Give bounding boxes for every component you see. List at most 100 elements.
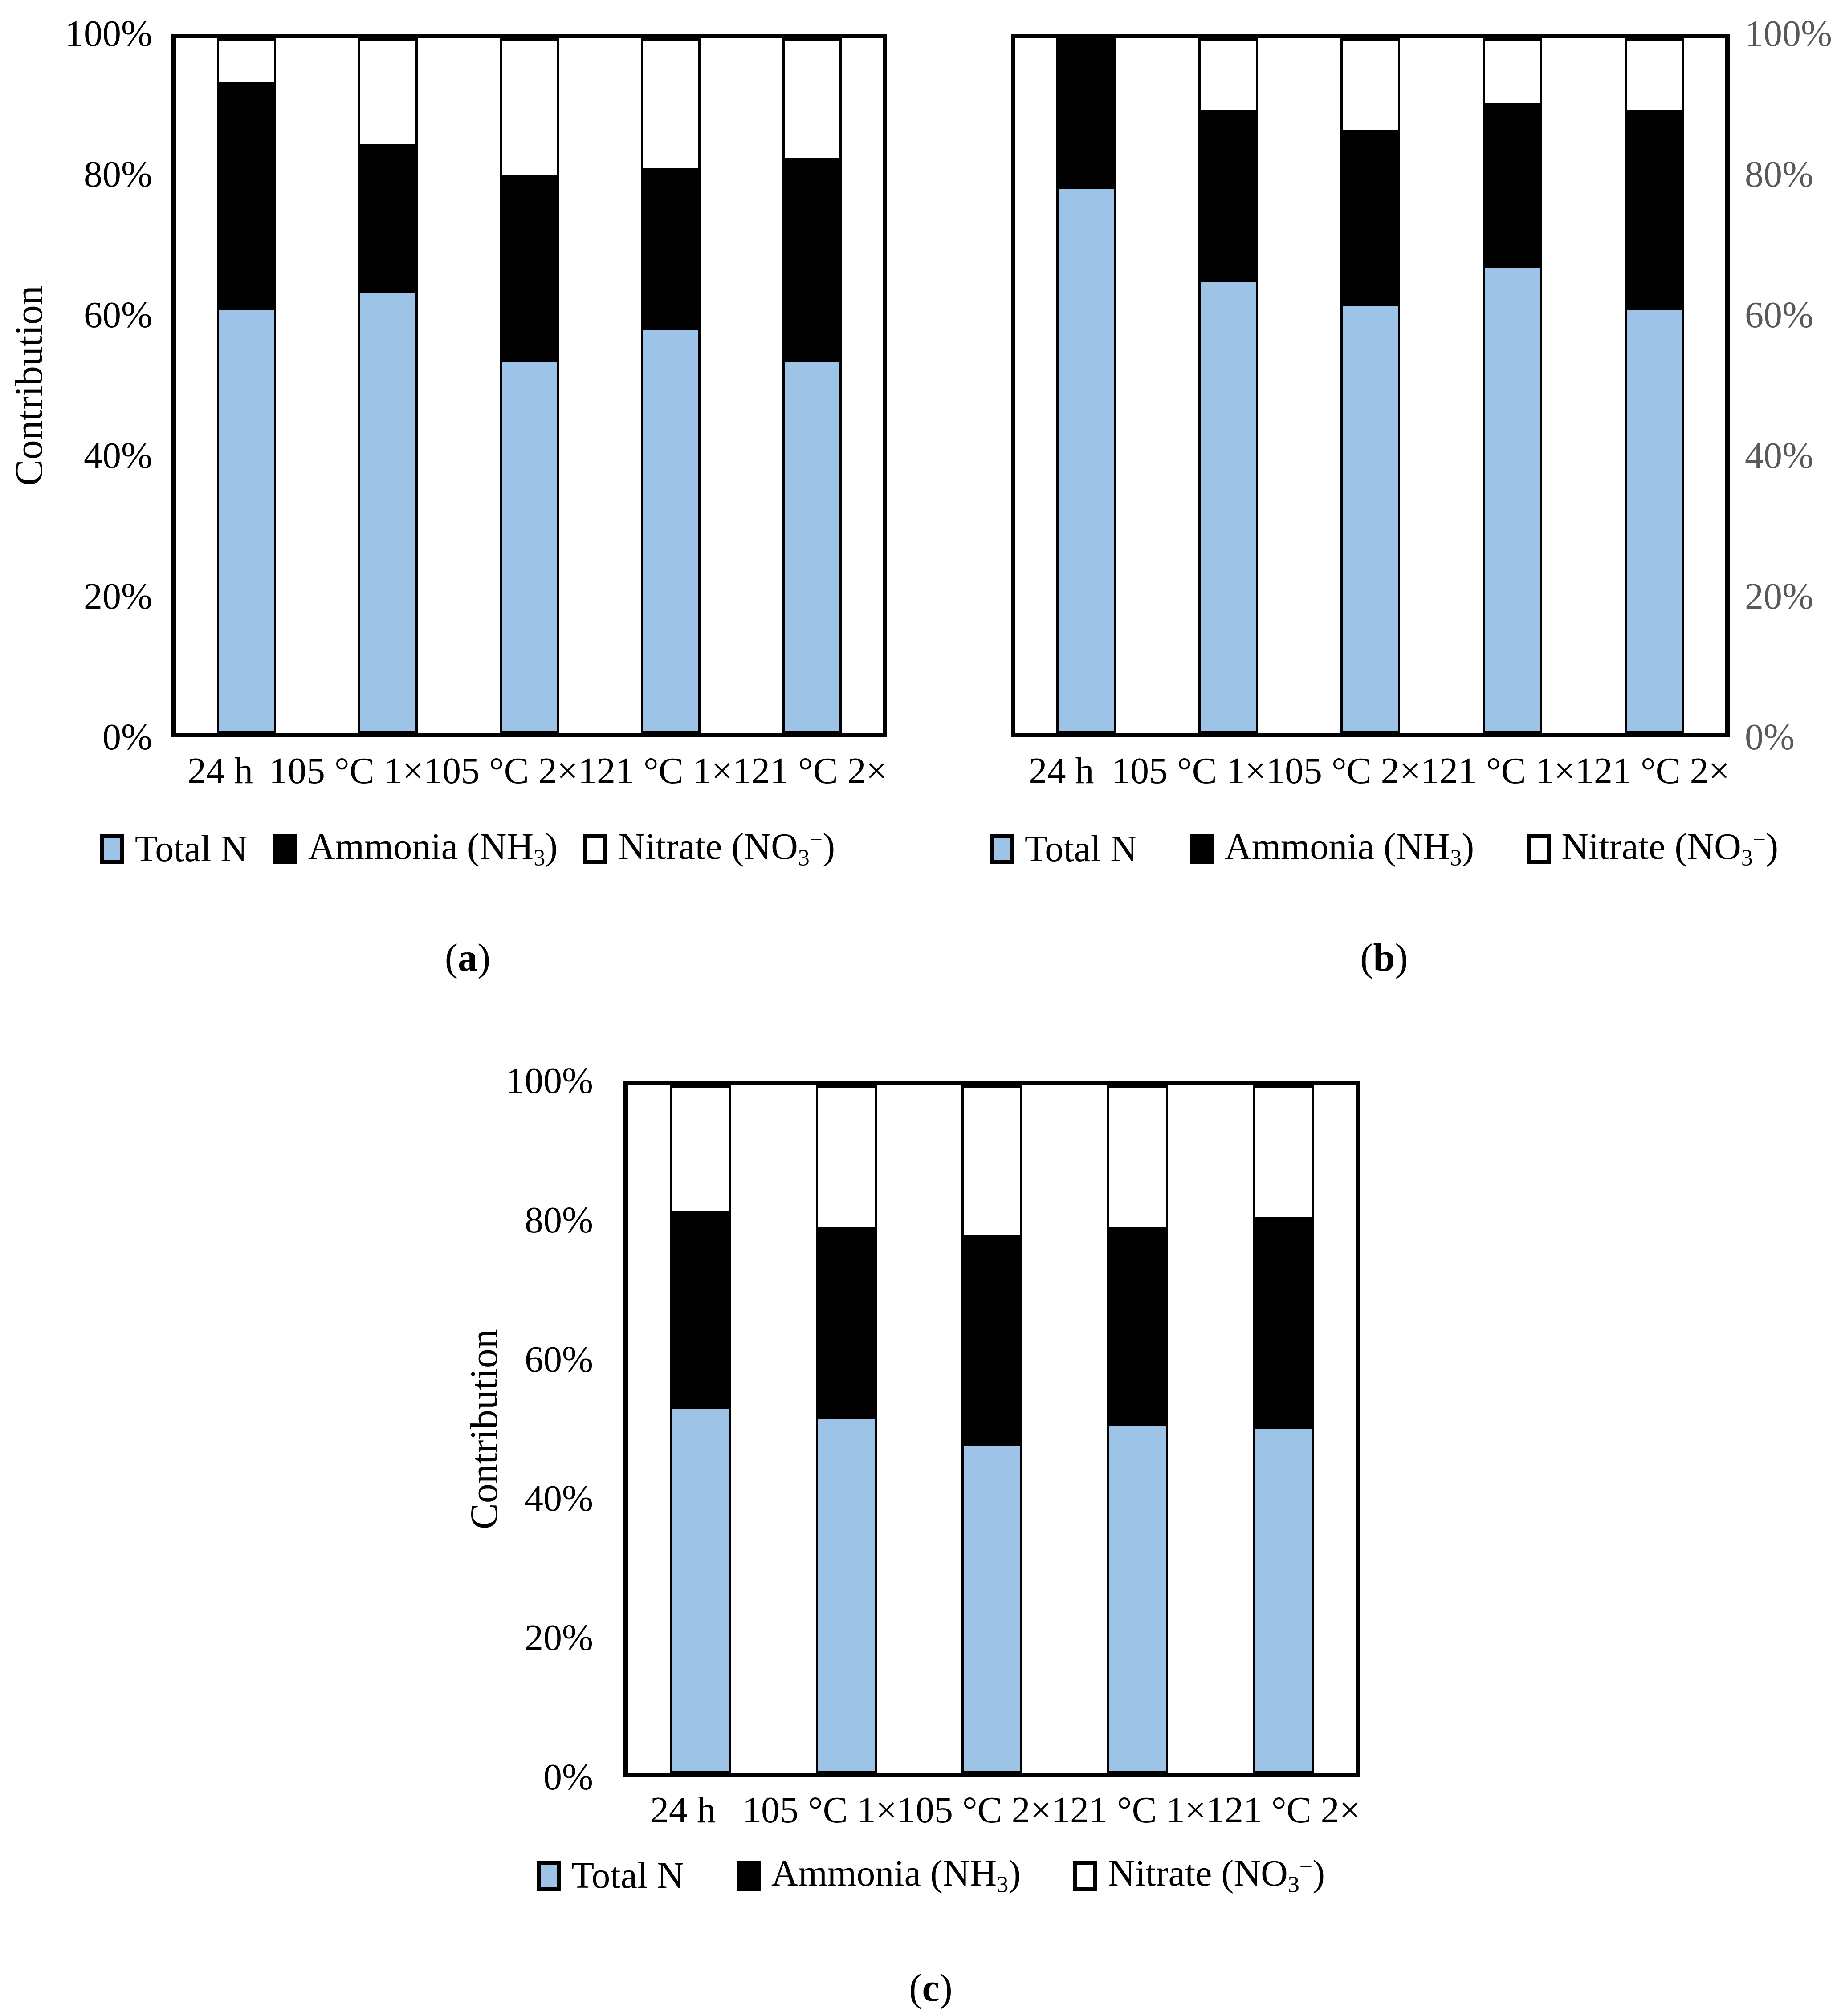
x-axis-category-label: 24 h (1028, 750, 1094, 792)
bar-slot (459, 38, 600, 733)
segment-ammonia-nh3 (1109, 1227, 1166, 1426)
legend: Total N Ammonia (NH3) Nitrate (NO3−) (0, 828, 935, 870)
bar-slot (1299, 38, 1442, 733)
y-tick-label: 100% (65, 13, 152, 54)
legend-item-ammonia-nh3: Ammonia (NH3) (1189, 826, 1475, 871)
legend: Total N Ammonia (NH3) Nitrate (NO3−) (454, 1853, 1407, 1898)
legend-item-nitrate-no3: Nitrate (NO3−) (1073, 1855, 1325, 1897)
y-tick-label: 20% (1745, 576, 1813, 617)
segment-total-n (360, 292, 415, 731)
bar-24-h (1056, 38, 1116, 733)
legend-marker-total-n-icon (100, 834, 124, 864)
y-axis-tick-labels: 0% 20% 40% 60% 80% 100% (481, 1062, 593, 1796)
caption-paren-open: ( (909, 1967, 922, 2010)
legend-label: Ammonia (NH3) (1224, 826, 1475, 871)
legend-marker-ammonia-nh3-icon (1189, 834, 1214, 864)
chart-panel-c: Contribution 0% 20% 40% 60% 80% 100% 24 h 105 … (454, 1042, 1407, 2016)
legend-marker-ammonia-nh3-icon (273, 834, 297, 864)
bar-121-c-2 (1252, 1085, 1314, 1773)
chart-panel-a: Contribution 0% 20% 40% 60% 80% 100% 24 h 105 … (0, 0, 935, 1024)
segment-ammonia-nh3 (818, 1227, 875, 1419)
y-tick-label: 0% (1745, 716, 1795, 758)
plot-area (623, 1081, 1360, 1777)
caption-paren-close: ) (939, 1967, 953, 2010)
legend-marker-nitrate-no3-icon (583, 834, 608, 864)
legend-item-nitrate-no3: Nitrate (NO3−) (1527, 828, 1778, 870)
x-axis-category-label: 121 °C 2× (733, 750, 887, 792)
x-axis-category-label: 24 h (650, 1789, 716, 1831)
segment-ammonia-nh3 (672, 1211, 729, 1409)
segment-total-n (818, 1419, 875, 1771)
y-tick-label: 100% (506, 1060, 593, 1101)
x-axis-category-label: 105 °C 2× (897, 1789, 1051, 1831)
y-tick-label: 80% (1745, 154, 1813, 195)
y-tick-label: 100% (1745, 13, 1832, 54)
legend-marker-ammonia-nh3-icon (736, 1861, 761, 1891)
y-tick-label: 40% (1745, 435, 1813, 476)
segment-ammonia-nh3 (360, 144, 415, 293)
segment-nitrate-no3 (1626, 41, 1682, 110)
bar-105-c-1 (815, 1085, 877, 1773)
segment-nitrate-no3 (1109, 1088, 1166, 1228)
segment-nitrate-no3 (1255, 1088, 1312, 1218)
segment-total-n (1484, 268, 1540, 731)
segment-total-n (643, 330, 698, 731)
legend-marker-total-n-icon (990, 834, 1014, 864)
legend-label: Total N (1024, 828, 1137, 870)
y-tick-label: 40% (525, 1478, 593, 1520)
caption-paren-close: ) (1395, 936, 1408, 980)
y-tick-label: 0% (102, 716, 152, 758)
segment-total-n (963, 1446, 1021, 1771)
segment-ammonia-nh3 (1484, 102, 1540, 268)
plot-area (171, 34, 887, 737)
y-tick-label: 0% (543, 1756, 593, 1798)
x-axis-category-label: 105 °C 2× (1266, 750, 1421, 792)
y-axis-tick-labels: 0% 20% 40% 60% 80% 100% (1745, 15, 1832, 756)
legend-item-total-n: Total N (990, 830, 1137, 868)
segment-total-n (1059, 189, 1114, 731)
segment-nitrate-no3 (643, 41, 698, 168)
segment-nitrate-no3 (219, 41, 274, 82)
segment-nitrate-no3 (963, 1088, 1021, 1235)
x-axis-category-label: 121 °C 1× (578, 750, 733, 792)
y-tick-label: 40% (84, 435, 152, 476)
bar-slot (176, 38, 317, 733)
x-axis-labels: 24 h 105 °C 1× 105 °C 2× 121 °C 1× 121 °C 2× (623, 1789, 1360, 1835)
segment-total-n (1255, 1429, 1312, 1771)
x-axis-category-label: 105 °C 1× (269, 750, 424, 792)
legend-label: Ammonia (NH3) (771, 1853, 1021, 1898)
legend-item-ammonia-nh3: Ammonia (NH3) (736, 1853, 1021, 1898)
bar-slot (1157, 38, 1299, 733)
bar-slot (1441, 38, 1583, 733)
bar-slot (1210, 1085, 1356, 1773)
caption-letter: c (922, 1967, 940, 2010)
bar-121-c-2 (1624, 38, 1684, 733)
legend-item-nitrate-no3: Nitrate (NO3−) (583, 828, 835, 870)
segment-ammonia-nh3 (1343, 130, 1398, 306)
bar-24-h (670, 1085, 732, 1773)
y-tick-label: 20% (84, 576, 152, 617)
segment-ammonia-nh3 (963, 1234, 1021, 1447)
segment-total-n (784, 361, 839, 731)
segment-ammonia-nh3 (784, 158, 839, 362)
bar-slot (774, 1085, 919, 1773)
segment-total-n (1343, 306, 1398, 731)
bar-105-c-2 (961, 1085, 1023, 1773)
legend-label: Nitrate (NO3−) (618, 826, 835, 871)
bar-slot (741, 38, 883, 733)
bar-121-c-1 (1482, 38, 1542, 733)
bar-121-c-1 (641, 38, 701, 733)
x-axis-category-label: 121 °C 1× (1421, 750, 1575, 792)
y-axis-tick-labels: 0% 20% 40% 60% 80% 100% (13, 15, 152, 756)
segment-nitrate-no3 (360, 41, 415, 144)
caption-letter: a (458, 936, 477, 980)
segment-nitrate-no3 (1201, 41, 1256, 110)
segment-nitrate-no3 (784, 41, 839, 158)
bar-slot (1065, 1085, 1210, 1773)
y-tick-label: 60% (525, 1338, 593, 1380)
panel-caption: (c) (454, 1969, 1407, 2008)
segment-total-n (501, 361, 557, 731)
bar-105-c-1 (1198, 38, 1259, 733)
legend-item-ammonia-nh3: Ammonia (NH3) (273, 828, 558, 870)
